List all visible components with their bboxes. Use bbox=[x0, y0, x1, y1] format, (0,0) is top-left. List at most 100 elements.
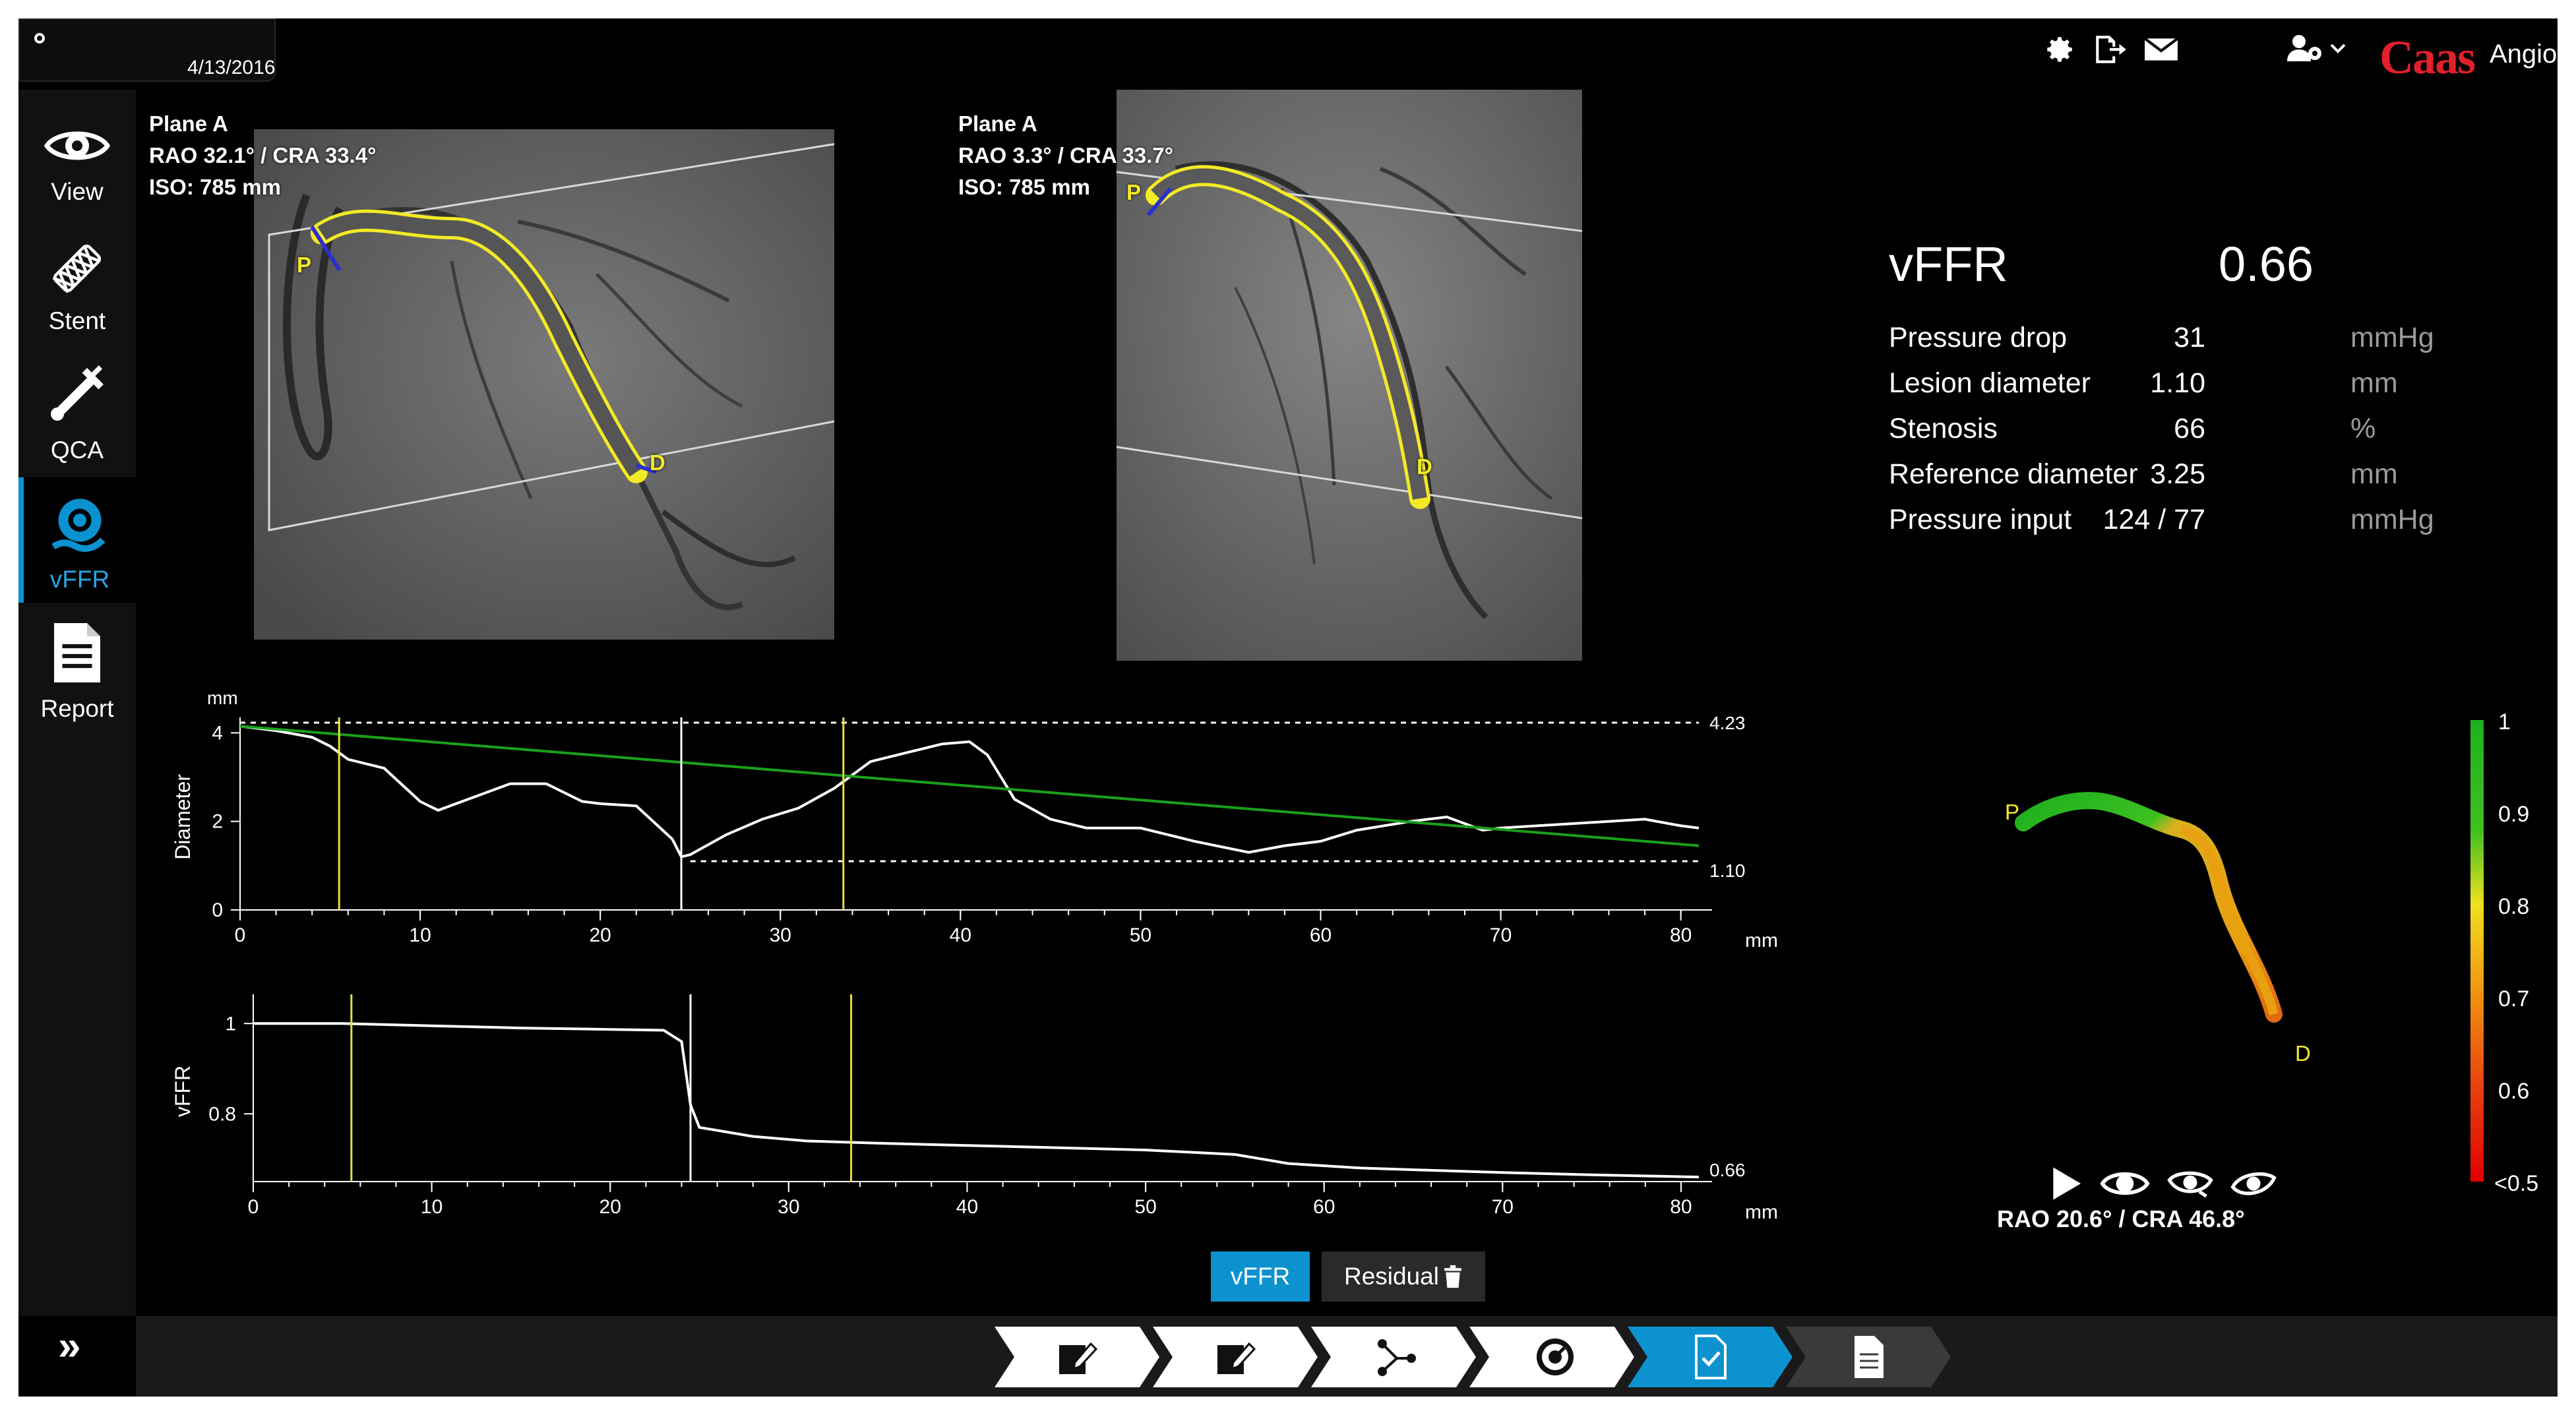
workflow-step-4[interactable] bbox=[1469, 1327, 1634, 1387]
y-tick-label: 2 bbox=[212, 811, 223, 833]
result-unit: mm bbox=[2350, 367, 2398, 399]
end-value-label: 0.66 bbox=[1709, 1160, 1746, 1180]
vffr-button[interactable]: vFFR bbox=[1211, 1251, 1310, 1302]
chevron-down-icon[interactable] bbox=[2328, 38, 2348, 61]
x-tick-label: 30 bbox=[770, 924, 791, 946]
graph-icon bbox=[1378, 1339, 1416, 1376]
y-tick-label: 4 bbox=[212, 722, 223, 744]
x-tick-label: 60 bbox=[1313, 1196, 1335, 1218]
vffr-colorscale bbox=[2470, 720, 2484, 1182]
sidebar-item-view[interactable]: View bbox=[18, 90, 136, 215]
gear-icon[interactable] bbox=[2043, 33, 2076, 69]
eye-icon[interactable] bbox=[2100, 1167, 2150, 1200]
x-tick-label: 50 bbox=[1134, 1196, 1156, 1218]
angiogram-left[interactable] bbox=[254, 129, 834, 640]
expand-sidebar-icon[interactable]: » bbox=[58, 1323, 81, 1369]
colorscale-label: <0.5 bbox=[2494, 1171, 2539, 1196]
workflow-step-1[interactable] bbox=[995, 1327, 1159, 1387]
edit-icon bbox=[1217, 1342, 1256, 1374]
sidebar-item-label: Report bbox=[40, 695, 114, 722]
result-value: 66 bbox=[2174, 413, 2205, 444]
result-row-lesion-diameter: Lesion diameter 1.10 mm bbox=[1889, 367, 2482, 413]
user-menu[interactable] bbox=[2287, 33, 2364, 67]
sidebar-item-label: View bbox=[51, 178, 104, 205]
top-toolbar bbox=[2043, 33, 2195, 69]
workflow-step-5[interactable] bbox=[1628, 1327, 1793, 1387]
angiogram-left-info: Plane A RAO 32.1° / CRA 33.4° ISO: 785 m… bbox=[149, 108, 376, 203]
x-tick-label: 20 bbox=[589, 924, 611, 946]
x-tick-label: 10 bbox=[421, 1196, 443, 1218]
sidebar-item-stent[interactable]: Stent bbox=[18, 219, 136, 344]
result-row-pressure-input: Pressure input 124 / 77 mmHg bbox=[1889, 504, 2482, 550]
play-icon[interactable] bbox=[2050, 1166, 2083, 1201]
colorscale-label: 0.7 bbox=[2498, 986, 2530, 1011]
vessel-view-angle: RAO 20.6° / CRA 46.8° bbox=[1997, 1205, 2245, 1232]
gauge-icon bbox=[1537, 1339, 1574, 1375]
stent-icon bbox=[52, 244, 102, 293]
export-icon[interactable] bbox=[2092, 33, 2128, 69]
iso-label: ISO: 785 mm bbox=[149, 175, 281, 199]
y-tick-label: 0.8 bbox=[208, 1103, 236, 1125]
top-bar: 4/13/2016 Caas Angio bbox=[18, 18, 2558, 90]
result-unit: mm bbox=[2350, 458, 2398, 490]
residual-button[interactable]: Residual bbox=[1322, 1251, 1485, 1302]
proximal-marker: P bbox=[297, 253, 312, 277]
x-tick-label: 60 bbox=[1310, 924, 1332, 946]
result-value: 1.10 bbox=[2150, 367, 2205, 399]
sidebar-item-qca[interactable]: QCA bbox=[18, 348, 136, 473]
x-tick-label: 80 bbox=[1670, 924, 1692, 946]
result-row-stenosis: Stenosis 66 % bbox=[1889, 413, 2482, 459]
angiogram-right[interactable] bbox=[1117, 90, 1582, 661]
sidebar-item-vffr[interactable]: vFFR bbox=[18, 477, 136, 603]
y-axis-unit: mm bbox=[207, 688, 238, 708]
x-tick-label: 80 bbox=[1670, 1196, 1692, 1218]
result-unit: mmHg bbox=[2350, 504, 2434, 535]
x-tick-label: 0 bbox=[248, 1196, 259, 1218]
data-series-line bbox=[253, 1022, 1700, 1179]
x-tick-label: 30 bbox=[778, 1196, 799, 1218]
result-label: Pressure drop bbox=[1889, 322, 2068, 353]
caliper-icon bbox=[51, 365, 104, 421]
eye-icon[interactable] bbox=[2230, 1167, 2277, 1200]
workflow-step-6[interactable] bbox=[1786, 1327, 1951, 1387]
result-value: 124 / 77 bbox=[2102, 504, 2205, 535]
document-icon bbox=[1855, 1336, 1884, 1378]
colorscale-label: 0.6 bbox=[2498, 1079, 2530, 1104]
sidebar-item-label: vFFR bbox=[49, 566, 110, 593]
reference-trend-line bbox=[239, 725, 1700, 847]
workflow-step-3[interactable] bbox=[1311, 1327, 1476, 1387]
user-settings-icon[interactable] bbox=[2287, 33, 2324, 67]
residual-label: Residual bbox=[1344, 1263, 1439, 1290]
result-unit: mmHg bbox=[2350, 322, 2434, 353]
result-value: 31 bbox=[2174, 322, 2205, 353]
sidebar-item-report[interactable]: Report bbox=[18, 607, 136, 732]
vessel-3d-view[interactable] bbox=[1984, 764, 2353, 1106]
mail-icon[interactable] bbox=[2143, 35, 2179, 67]
report-icon bbox=[54, 623, 100, 682]
vessel-distal-marker: D bbox=[2295, 1041, 2311, 1066]
sidebar: View Stent QCA vFFR Report bbox=[18, 90, 136, 1316]
result-label: Stenosis bbox=[1889, 413, 1998, 444]
workflow-steps bbox=[995, 1327, 1951, 1387]
angiogram-right-info: Plane A RAO 3.3° / CRA 33.7° ISO: 785 mm bbox=[958, 108, 1173, 203]
x-tick-label: 50 bbox=[1130, 924, 1151, 946]
x-tick-label: 40 bbox=[950, 924, 971, 946]
sidebar-item-label: QCA bbox=[50, 437, 104, 464]
result-value: 3.25 bbox=[2150, 458, 2205, 490]
angiogram-left-image bbox=[254, 129, 834, 640]
eye-icon[interactable] bbox=[2167, 1167, 2213, 1200]
plane-label: Plane A bbox=[958, 111, 1037, 136]
bottom-bar bbox=[136, 1316, 2558, 1397]
sidebar-item-label: Stent bbox=[48, 307, 106, 334]
y-axis-label: vFFR bbox=[171, 1066, 195, 1117]
diameter-chart[interactable]: 0 10 20 30 40 50 60 70 80 0 2 4 mm Diameter mm 4.23 1.10 bbox=[150, 684, 1799, 961]
study-tab[interactable]: 4/13/2016 bbox=[18, 18, 276, 82]
x-tick-label: 70 bbox=[1492, 1196, 1514, 1218]
y-tick-label: 0 bbox=[212, 899, 223, 921]
vffr-chart[interactable]: 0 10 20 30 40 50 60 70 80 0.8 1 mm vFFR 0.66 bbox=[150, 968, 1799, 1238]
workflow-step-2[interactable] bbox=[1153, 1327, 1318, 1387]
x-axis-label: mm bbox=[1745, 1201, 1778, 1223]
result-label: Lesion diameter bbox=[1889, 367, 2091, 399]
data-series-line bbox=[239, 725, 1700, 858]
y-axis-label: Diameter bbox=[171, 774, 195, 860]
